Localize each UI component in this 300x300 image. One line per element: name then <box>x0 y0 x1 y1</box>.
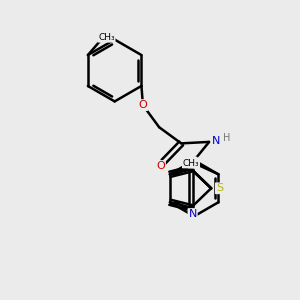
Text: S: S <box>216 183 223 193</box>
Text: O: O <box>139 100 147 110</box>
Text: N: N <box>212 136 220 146</box>
Text: CH₃: CH₃ <box>183 159 199 168</box>
Text: CH₃: CH₃ <box>98 33 115 42</box>
Text: O: O <box>156 161 165 171</box>
Text: H: H <box>223 134 230 143</box>
Text: N: N <box>188 209 197 219</box>
Text: N: N <box>188 158 197 167</box>
